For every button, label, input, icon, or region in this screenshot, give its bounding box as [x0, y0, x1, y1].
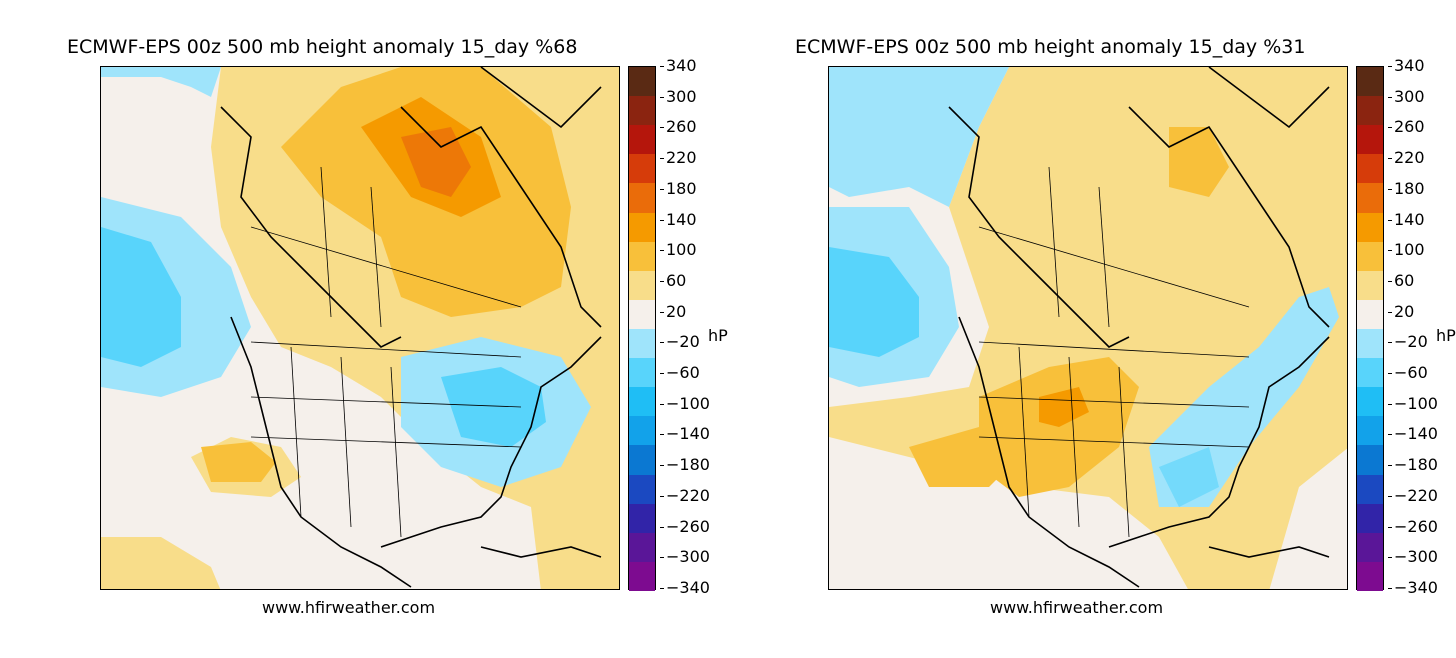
colorbar-tick-label: −260	[660, 516, 710, 536]
colorbar-segment	[1357, 212, 1383, 243]
colorbar-tick-label: 60	[659, 270, 687, 290]
colorbar-segment	[1357, 125, 1383, 155]
colorbar-tick-label: −20	[660, 332, 700, 352]
colorbar-tick-label: 60	[1387, 270, 1415, 290]
colorbar-tick-label: −300	[660, 547, 710, 567]
anomaly-contours-right	[829, 67, 1347, 589]
colorbar-segment	[1357, 241, 1383, 272]
left-panel: ECMWF-EPS 00z 500 mb height anomaly 15_d…	[67, 36, 728, 617]
colorbar-segment	[629, 270, 655, 301]
colorbar-tick-label: −140	[1388, 424, 1438, 444]
colorbar-segment	[1357, 474, 1383, 505]
anomaly-map-left[interactable]	[100, 66, 620, 590]
colorbar-tick-label: 220	[1388, 148, 1425, 168]
colorbar-segment	[629, 329, 655, 359]
colorbar-segment	[629, 445, 655, 476]
colorbar-segment	[1357, 358, 1383, 388]
colorbar-segment	[629, 358, 655, 388]
colorbar-segment	[629, 241, 655, 272]
colorbar-segment	[629, 561, 655, 592]
colorbar-segment	[629, 96, 655, 126]
colorbar-tick-label: −220	[1388, 485, 1438, 505]
colorbar-segment	[1357, 503, 1383, 534]
colorbar-tick-label: 300	[1388, 86, 1425, 106]
colorbar-tick-label: −220	[660, 485, 710, 505]
credit-right: www.hfirweather.com	[990, 598, 1164, 617]
colorbar-segment	[1357, 299, 1383, 330]
colorbar-tick-label: −100	[1388, 393, 1438, 413]
colorbar-segment	[1357, 96, 1383, 126]
colorbar-tick-label: −180	[660, 455, 710, 475]
colorbar-left	[628, 66, 656, 592]
colorbar-tick-label: 100	[1388, 240, 1425, 260]
colorbar-tick-label: 260	[1388, 117, 1425, 137]
colorbar-segment	[1357, 183, 1383, 214]
colorbar-segment	[629, 474, 655, 505]
colorbar-tick-label: 220	[660, 148, 697, 168]
colorbar-tick-label: −300	[1388, 547, 1438, 567]
colorbar-segment	[1357, 416, 1383, 446]
colorbar-tick-label: −60	[1388, 363, 1428, 383]
colorbar-tick-label: −60	[660, 363, 700, 383]
map-title-left: ECMWF-EPS 00z 500 mb height anomaly 15_d…	[67, 36, 578, 58]
colorbar-segment	[629, 125, 655, 155]
colorbar-segment	[629, 154, 655, 184]
colorbar-segment	[1357, 561, 1383, 592]
colorbar-tick-label: 100	[660, 240, 697, 260]
colorbar-tick-label: 20	[659, 301, 687, 321]
colorbar-segment	[1357, 445, 1383, 476]
colorbar-tick-label: 340	[1388, 56, 1425, 75]
colorbar-tick-label: −100	[660, 393, 710, 413]
colorbar-tick-label: 140	[1388, 209, 1425, 229]
right-panel: ECMWF-EPS 00z 500 mb height anomaly 15_d…	[728, 0, 1456, 658]
colorbar-tick-label: 140	[660, 209, 697, 229]
colorbar-right	[1356, 66, 1384, 592]
credit-left: www.hfirweather.com	[262, 598, 436, 617]
colorbar-segment	[629, 532, 655, 563]
colorbar-segment	[1357, 329, 1383, 359]
colorbar-tick-label: −140	[660, 424, 710, 444]
colorbar-tick-label: −340	[1388, 578, 1438, 597]
colorbar-tick-label: −20	[1388, 332, 1428, 352]
colorbar-segment	[629, 416, 655, 446]
colorbar-segment	[629, 183, 655, 214]
colorbar-segment	[629, 503, 655, 534]
colorbar-tick-label: 300	[660, 86, 697, 106]
colorbar-tick-label: 20	[1387, 301, 1415, 321]
colorbar-unit-left: hP	[708, 326, 728, 345]
colorbar-segment	[629, 212, 655, 243]
colorbar-segment	[1357, 67, 1383, 97]
anomaly-map-right[interactable]	[828, 66, 1348, 590]
anomaly-contours-left	[101, 67, 619, 589]
colorbar-segment	[629, 299, 655, 330]
colorbar-unit-right: hP	[1436, 326, 1456, 345]
colorbar-tick-label: 180	[660, 178, 697, 198]
colorbar-tick-label: −180	[1388, 455, 1438, 475]
colorbar-tick-label: −260	[1388, 516, 1438, 536]
colorbar-tick-label: −340	[660, 578, 710, 597]
colorbar-tick-label: 340	[660, 56, 697, 75]
colorbar-tick-label: 180	[1388, 178, 1425, 198]
map-title-right: ECMWF-EPS 00z 500 mb height anomaly 15_d…	[795, 36, 1306, 58]
colorbar-segment	[1357, 387, 1383, 417]
colorbar-segment	[1357, 154, 1383, 184]
colorbar-segment	[629, 67, 655, 97]
colorbar-segment	[629, 387, 655, 417]
colorbar-segment	[1357, 270, 1383, 301]
colorbar-tick-label: 260	[660, 117, 697, 137]
colorbar-segment	[1357, 532, 1383, 563]
